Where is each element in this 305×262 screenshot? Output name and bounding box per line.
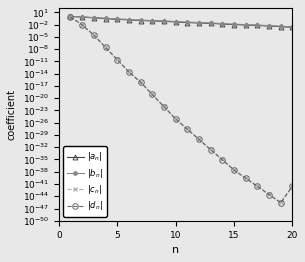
$|d_n|$ xyxy=(256,185,259,188)
$|c_n|$ xyxy=(150,92,154,96)
$|b_n|$ xyxy=(267,24,271,27)
Line: $|b_n|$: $|b_n|$ xyxy=(69,14,294,29)
$|b_n|$ xyxy=(221,22,224,25)
$|b_n|$ xyxy=(80,15,84,18)
$|c_n|$ xyxy=(139,80,142,83)
$|a_n|$ xyxy=(267,24,271,28)
$|a_n|$ xyxy=(221,23,224,26)
X-axis label: n: n xyxy=(172,245,179,255)
$|c_n|$ xyxy=(174,117,178,120)
$|a_n|$ xyxy=(209,22,213,25)
$|d_n|$ xyxy=(221,158,224,161)
$|c_n|$ xyxy=(127,70,131,73)
$|d_n|$ xyxy=(139,81,142,84)
$|a_n|$ xyxy=(150,19,154,23)
$|d_n|$ xyxy=(162,105,166,108)
$|d_n|$ xyxy=(150,93,154,96)
$|d_n|$ xyxy=(185,128,189,131)
$|a_n|$ xyxy=(139,19,142,22)
$|b_n|$ xyxy=(92,16,96,19)
$|a_n|$ xyxy=(185,21,189,24)
$|a_n|$ xyxy=(174,20,178,24)
$|d_n|$ xyxy=(104,46,107,49)
$|c_n|$ xyxy=(69,15,72,18)
$|c_n|$ xyxy=(209,148,213,151)
$|d_n|$ xyxy=(174,117,178,121)
$|c_n|$ xyxy=(104,46,107,49)
$|c_n|$ xyxy=(162,105,166,108)
$|d_n|$ xyxy=(69,15,72,18)
$|b_n|$ xyxy=(197,21,201,24)
$|c_n|$ xyxy=(221,158,224,161)
$|d_n|$ xyxy=(291,185,294,188)
$|c_n|$ xyxy=(267,193,271,196)
$|c_n|$ xyxy=(92,33,96,36)
$|b_n|$ xyxy=(150,19,154,22)
$|b_n|$ xyxy=(162,19,166,23)
$|d_n|$ xyxy=(92,34,96,37)
$|a_n|$ xyxy=(127,18,131,21)
$|a_n|$ xyxy=(92,16,96,19)
$|a_n|$ xyxy=(256,24,259,27)
$|d_n|$ xyxy=(279,201,282,204)
Line: $|a_n|$: $|a_n|$ xyxy=(68,14,295,30)
$|a_n|$ xyxy=(80,15,84,19)
$|c_n|$ xyxy=(291,184,294,188)
$|c_n|$ xyxy=(256,184,259,188)
$|c_n|$ xyxy=(279,201,282,204)
$|a_n|$ xyxy=(104,17,107,20)
$|b_n|$ xyxy=(185,21,189,24)
$|c_n|$ xyxy=(244,176,247,179)
$|c_n|$ xyxy=(80,23,84,26)
$|b_n|$ xyxy=(115,17,119,20)
$|b_n|$ xyxy=(279,25,282,28)
$|a_n|$ xyxy=(291,26,294,29)
$|b_n|$ xyxy=(256,23,259,26)
$|a_n|$ xyxy=(162,20,166,23)
$|c_n|$ xyxy=(185,127,189,130)
$|b_n|$ xyxy=(69,15,72,18)
$|c_n|$ xyxy=(232,168,236,171)
$|c_n|$ xyxy=(197,138,201,141)
$|d_n|$ xyxy=(115,58,119,61)
$|a_n|$ xyxy=(115,18,119,21)
$|d_n|$ xyxy=(197,138,201,141)
$|a_n|$ xyxy=(197,21,201,25)
$|b_n|$ xyxy=(232,23,236,26)
$|b_n|$ xyxy=(104,17,107,20)
$|d_n|$ xyxy=(209,148,213,151)
Y-axis label: coefficient: coefficient xyxy=(7,89,17,140)
$|b_n|$ xyxy=(209,21,213,25)
Line: $|d_n|$: $|d_n|$ xyxy=(68,14,295,206)
$|b_n|$ xyxy=(174,20,178,23)
Legend: $|a_n|$, $|b_n|$, $|c_n|$, $|d_n|$: $|a_n|$, $|b_n|$, $|c_n|$, $|d_n|$ xyxy=(63,146,107,217)
$|b_n|$ xyxy=(139,19,142,22)
$|b_n|$ xyxy=(244,23,247,26)
$|a_n|$ xyxy=(69,15,72,18)
$|a_n|$ xyxy=(232,23,236,26)
Line: $|c_n|$: $|c_n|$ xyxy=(68,14,295,205)
$|a_n|$ xyxy=(279,25,282,28)
$|d_n|$ xyxy=(267,193,271,196)
$|a_n|$ xyxy=(244,23,247,26)
$|c_n|$ xyxy=(115,58,119,61)
$|b_n|$ xyxy=(127,18,131,21)
$|d_n|$ xyxy=(80,23,84,26)
$|d_n|$ xyxy=(127,70,131,74)
$|d_n|$ xyxy=(232,168,236,172)
$|d_n|$ xyxy=(244,177,247,180)
$|b_n|$ xyxy=(291,25,294,29)
